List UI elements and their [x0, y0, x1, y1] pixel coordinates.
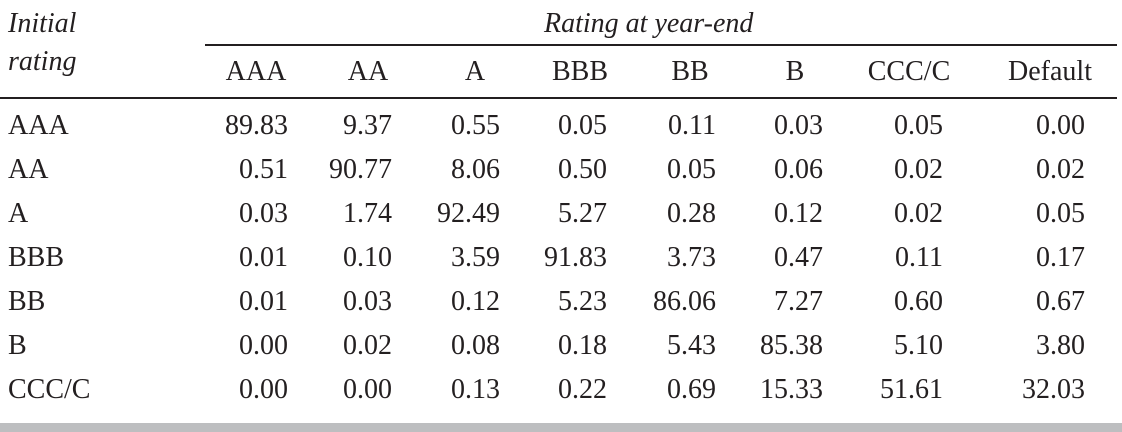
table-cell: 0.69 [667, 374, 716, 405]
table-cell: 0.00 [239, 330, 288, 361]
column-header-rule [0, 97, 1117, 99]
table-cell: 5.10 [894, 330, 943, 361]
table-cell: 1.74 [343, 198, 392, 229]
table-cell: 0.02 [894, 198, 943, 229]
table-cell: 91.83 [544, 242, 607, 273]
table-cell: 0.50 [558, 154, 607, 185]
column-header: CCC/C [867, 56, 951, 87]
table-cell: 0.00 [343, 374, 392, 405]
table-row: BB 0.01 0.03 0.12 5.23 86.06 7.27 0.60 0.67 [0, 288, 1117, 332]
table-cell: 0.02 [1036, 154, 1085, 185]
row-label: BB [8, 286, 46, 317]
table-cell: 3.73 [667, 242, 716, 273]
table-row: B 0.00 0.02 0.08 0.18 5.43 85.38 5.10 3.80 [0, 332, 1117, 376]
table-bottom-band [0, 423, 1122, 432]
row-label: CCC/C [8, 374, 91, 405]
table-row: AA 0.51 90.77 8.06 0.50 0.05 0.06 0.02 0.02 [0, 156, 1117, 200]
table-cell: 86.06 [653, 286, 716, 317]
table-cell: 5.23 [558, 286, 607, 317]
table-cell: 0.18 [558, 330, 607, 361]
group-header-rule [205, 44, 1117, 46]
column-header: AA [347, 56, 389, 87]
table-cell: 0.11 [895, 242, 943, 273]
table-cell: 0.51 [239, 154, 288, 185]
table-cell: 0.01 [239, 242, 288, 273]
table-row: BBB 0.01 0.10 3.59 91.83 3.73 0.47 0.11 0.17 [0, 244, 1117, 288]
table-cell: 0.05 [667, 154, 716, 185]
table-cell: 0.12 [451, 286, 500, 317]
table-cell: 92.49 [437, 198, 500, 229]
table-cell: 0.05 [558, 110, 607, 141]
header-group-title: Rating at year-end [544, 8, 754, 39]
table-row: CCC/C 0.00 0.00 0.13 0.22 0.69 15.33 51.61 32.03 [0, 376, 1117, 420]
table-cell: 0.55 [451, 110, 500, 141]
row-label: B [8, 330, 27, 361]
column-header: A [464, 56, 486, 87]
table-cell: 51.61 [880, 374, 943, 405]
table-cell: 0.10 [343, 242, 392, 273]
table-cell: 85.38 [760, 330, 823, 361]
table-cell: 0.01 [239, 286, 288, 317]
table-cell: 0.60 [894, 286, 943, 317]
table-cell: 0.13 [451, 374, 500, 405]
table-cell: 0.28 [667, 198, 716, 229]
table-cell: 5.43 [667, 330, 716, 361]
table-cell: 0.67 [1036, 286, 1085, 317]
table-cell: 0.22 [558, 374, 607, 405]
table-cell: 8.06 [451, 154, 500, 185]
column-header: B [785, 56, 805, 87]
table-cell: 0.05 [894, 110, 943, 141]
table-row: AAA 89.83 9.37 0.55 0.05 0.11 0.03 0.05 0.00 [0, 112, 1117, 156]
table-cell: 0.17 [1036, 242, 1085, 273]
table-cell: 0.02 [343, 330, 392, 361]
table-cell: 9.37 [343, 110, 392, 141]
table-cell: 0.12 [774, 198, 823, 229]
column-header: BB [671, 56, 709, 87]
row-label: A [8, 198, 29, 229]
table-cell: 0.08 [451, 330, 500, 361]
table-cell: 90.77 [329, 154, 392, 185]
table-row: A 0.03 1.74 92.49 5.27 0.28 0.12 0.02 0.05 [0, 200, 1117, 244]
table-cell: 3.59 [451, 242, 500, 273]
table-cell: 0.47 [774, 242, 823, 273]
table-cell: 32.03 [1022, 374, 1085, 405]
table-cell: 0.03 [239, 198, 288, 229]
table-cell: 0.00 [239, 374, 288, 405]
table-cell: 15.33 [760, 374, 823, 405]
table-cell: 0.00 [1036, 110, 1085, 141]
table-cell: 0.03 [774, 110, 823, 141]
table-cell: 3.80 [1036, 330, 1085, 361]
row-label: AA [8, 154, 49, 185]
row-label: BBB [8, 242, 65, 273]
table-cell: 0.11 [668, 110, 716, 141]
table-cell: 7.27 [774, 286, 823, 317]
header-initial-line1: Initial [8, 8, 77, 39]
table-cell: 0.02 [894, 154, 943, 185]
table-cell: 89.83 [225, 110, 288, 141]
column-header: Default [1008, 56, 1092, 87]
table-cell: 0.05 [1036, 198, 1085, 229]
table-cell: 0.03 [343, 286, 392, 317]
column-header: BBB [551, 56, 609, 87]
table-cell: 0.06 [774, 154, 823, 185]
header-initial-line2: rating [8, 46, 77, 77]
column-header: AAA [225, 56, 287, 87]
table-cell: 5.27 [558, 198, 607, 229]
row-label: AAA [8, 110, 69, 141]
